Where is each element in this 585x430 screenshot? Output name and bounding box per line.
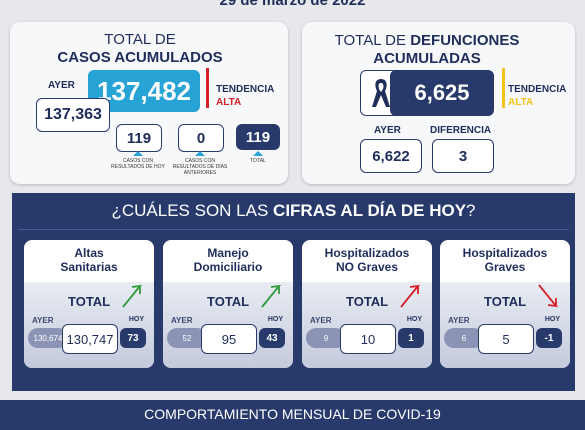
divider <box>18 229 569 230</box>
card-title: Hospitalizados <box>462 246 548 260</box>
cases-yesterday: 137,363 <box>36 98 110 132</box>
stat-card: Hospitalizados Graves TOTAL AYER HOY 6 5 -1 <box>440 240 570 368</box>
hoy-label: HOY <box>128 316 144 323</box>
pointer <box>133 151 143 156</box>
count-box: 119 <box>116 124 162 152</box>
deaths-card: TOTAL DE DEFUNCIONES ACUMULADAS 6,625 TE… <box>302 22 575 184</box>
trend-label: TENDENCIA <box>508 84 567 95</box>
deaths-title: TOTAL DE DEFUNCIONES <box>302 32 552 49</box>
ayer-label: AYER <box>310 316 332 325</box>
count-label: CASOS CON RESULTADOS DE DÍAS ANTERIORES <box>172 158 228 176</box>
hoy-value: 73 <box>120 328 146 348</box>
card-title: Domiciliario <box>193 260 263 274</box>
trend: ALTA <box>508 97 534 108</box>
arrow-line <box>261 284 282 308</box>
trend: ALTA <box>216 97 242 108</box>
trend-arrow <box>261 284 282 308</box>
arrow-line <box>538 284 559 308</box>
card-title: Altas <box>74 246 104 260</box>
card-title: Hospitalizados <box>324 246 410 260</box>
stat-card: Hospitalizados NO Graves TOTAL AYER HOY 9 10 1 <box>302 240 432 368</box>
hoy-value: 1 <box>398 328 424 348</box>
trend-bar <box>502 68 505 108</box>
count-box: 0 <box>178 124 224 152</box>
deaths-title: ACUMULADAS <box>373 50 481 67</box>
total-value: 130,747 <box>62 324 118 354</box>
total-value: 10 <box>340 324 396 354</box>
count-label: TOTAL <box>250 158 266 164</box>
cases-title: TOTAL DE <box>104 31 176 48</box>
difference-label: DIFERENCIA <box>430 125 492 136</box>
ayer-value: 52 <box>167 328 207 348</box>
ayer-label: AYER <box>448 316 470 325</box>
card-title: Graves <box>484 260 526 274</box>
hoy-label: HOY <box>267 316 283 323</box>
pointer <box>195 151 205 156</box>
deaths-total: 6,625 <box>390 70 494 116</box>
total-value: 5 <box>478 324 534 354</box>
hoy-value: -1 <box>536 328 562 348</box>
deaths-yesterday: 6,622 <box>360 139 422 173</box>
ayer-label: AYER <box>171 316 193 325</box>
ayer-value: 9 <box>306 328 346 348</box>
ayer-value: 6 <box>444 328 484 348</box>
arrow-line <box>122 284 143 308</box>
card-title: Manejo <box>207 246 249 260</box>
text: DEFUNCIONES <box>410 32 520 49</box>
trend-arrow <box>538 284 559 308</box>
total-label: TOTAL <box>207 294 250 309</box>
total-label: TOTAL <box>68 294 111 309</box>
ribbon-icon <box>372 79 390 107</box>
text: CIFRAS AL DÍA DE HOY <box>273 201 467 220</box>
today-title: ¿CUÁLES SON LAS CIFRAS AL DÍA DE HOY? <box>12 201 575 221</box>
total-value: 95 <box>201 324 257 354</box>
trend-label: TENDENCIA <box>216 84 275 95</box>
footer: COMPORTAMIENTO MENSUAL DE COVID-19 <box>0 400 585 430</box>
trend-bar <box>206 68 209 108</box>
date: 29 de marzo de 2022 <box>219 0 366 9</box>
trend-arrow <box>400 284 421 308</box>
count-box: 119 <box>236 124 280 150</box>
trend-arrow <box>122 284 143 308</box>
deaths-difference: 3 <box>432 139 494 173</box>
text: ? <box>466 201 476 220</box>
ayer-label: AYER <box>32 316 54 325</box>
today-panel: ¿CUÁLES SON LAS CIFRAS AL DÍA DE HOY? Al… <box>12 193 575 391</box>
yesterday-label: AYER <box>374 125 401 136</box>
total-label: TOTAL <box>484 294 527 309</box>
hoy-label: HOY <box>544 316 560 323</box>
arrow-line <box>400 284 421 308</box>
card-title: NO Graves <box>335 260 399 274</box>
hoy-label: HOY <box>406 316 422 323</box>
yesterday-label: AYER <box>48 80 75 91</box>
pointer <box>253 151 263 156</box>
total-label: TOTAL <box>346 294 389 309</box>
cases-card: TOTAL DE CASOS ACUMULADOS AYER 137,482 T… <box>10 22 288 184</box>
card-title: Sanitarias <box>60 260 118 274</box>
text: ¿CUÁLES SON LAS <box>111 201 274 220</box>
text: TOTAL DE <box>334 32 411 49</box>
hoy-value: 43 <box>259 328 285 348</box>
count-label: CASOS CON RESULTADOS DE HOY <box>111 158 165 170</box>
stat-card: Altas Sanitarias TOTAL AYER HOY 130,674 130,74… <box>24 240 154 368</box>
stat-card: Manejo Domiciliario TOTAL AYER HOY 52 95 43 <box>163 240 293 368</box>
cases-title: CASOS ACUMULADOS <box>57 49 223 66</box>
ayer-value: 130,674 <box>28 328 68 348</box>
